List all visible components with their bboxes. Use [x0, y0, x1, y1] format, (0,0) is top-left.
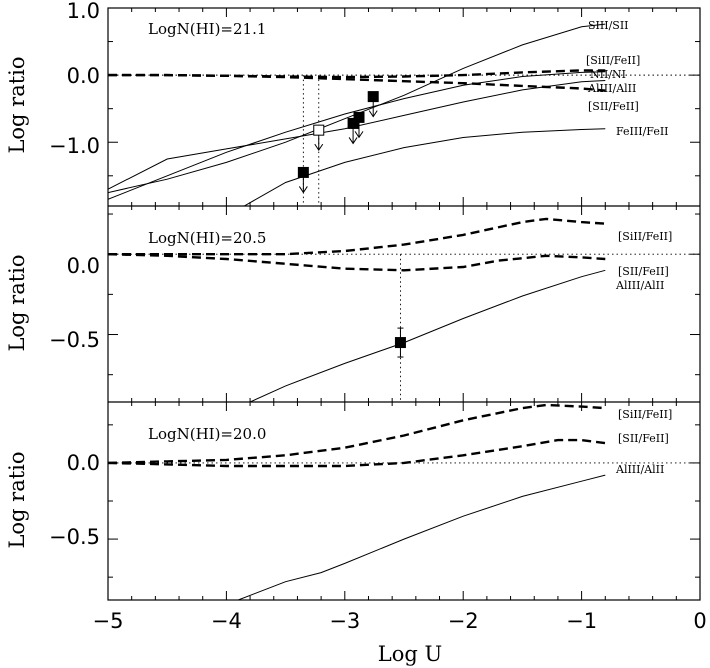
panel-2-markers	[394, 254, 406, 402]
data-point-filled	[367, 91, 379, 103]
series-line-siii-feii	[108, 403, 606, 465]
panel-2: LogN(HI)=20.5 [SiII/FeII] [SII/FeII] AlI…	[108, 217, 700, 402]
panel-1-label-siii-feii: [SiII/FeII]	[586, 54, 640, 67]
data-point-filled	[394, 337, 406, 349]
panel-1-y-axis-title: Log ratio	[5, 56, 29, 153]
data-point-filled	[353, 111, 365, 123]
panel-1-label-siii-sii: SIII/SII	[588, 19, 629, 32]
panel-1-title: LogN(HI)=21.1	[148, 20, 266, 38]
x-axis-title: Log U	[378, 642, 442, 666]
series-line-nii-ni	[108, 71, 606, 200]
upper-limit-arrow-head	[298, 186, 308, 194]
x-tick-label: −1	[566, 609, 597, 633]
panel-3-series	[108, 403, 700, 600]
x-tick-label: −4	[211, 609, 242, 633]
panel-3-title: LogN(HI)=20.0	[148, 425, 266, 443]
panel-3-label-sii-feii: [SII/FeII]	[618, 432, 669, 445]
panel-curve-group	[108, 23, 606, 206]
panel-2-y-axis-title: Log ratio	[5, 254, 29, 351]
panel-1-label-nii-ni: NII/NI	[590, 68, 626, 81]
series-line-aliii-alii	[108, 73, 606, 92]
series-line-aliii-alii	[238, 474, 606, 600]
y-tick-label: −0.5	[49, 328, 100, 352]
data-point-filled	[297, 166, 309, 178]
data-point-filled	[347, 117, 359, 129]
upper-limit-arrow-head	[368, 110, 378, 118]
y-tick-label: 0.0	[67, 64, 100, 88]
panel-1-label-aliii-alii: AlIII/AlII	[587, 82, 636, 95]
panel-1-series	[108, 23, 700, 206]
panel-3: LogN(HI)=20.0 [SiII/FeII] [SII/FeII] AlI…	[108, 403, 700, 600]
data-point-open	[313, 124, 325, 136]
series-line-sii-feii	[108, 253, 606, 272]
y-axis-tick-labels: 1.0 0.0 −1.0 0.0 −0.5 0.0 −0.5	[49, 0, 100, 549]
series-line-aliii-alii	[249, 269, 606, 402]
chart-frame	[107, 7, 701, 601]
panel-3-label-aliii-alii: AlIII/AlII	[615, 463, 664, 476]
panel-2-label-siii-feii: [SiII/FeII]	[618, 230, 672, 243]
x-tick-label: −2	[448, 609, 479, 633]
plot-border	[107, 7, 701, 601]
series-line-siii-sii	[108, 23, 606, 194]
x-tick-label: −5	[93, 609, 124, 633]
x-axis-tick-labels: −5 −4 −3 −2 −1 0	[93, 609, 707, 633]
y-tick-label: −1.0	[49, 134, 100, 158]
panel-2-series	[108, 217, 700, 402]
y-tick-label: 0.0	[67, 254, 100, 278]
series-line-siii-feii	[108, 217, 606, 256]
y-tick-label: −0.5	[49, 525, 100, 549]
panel-1-label-sii-feii: [SII/FeII]	[588, 100, 639, 113]
x-tick-label: −3	[329, 609, 360, 633]
panel-3-label-siii-feii: [SiII/FeII]	[618, 408, 672, 421]
panel-2-label-sii-feii: [SII/FeII]	[618, 265, 669, 278]
panel-3-y-axis-title: Log ratio	[5, 451, 29, 548]
upper-limit-arrow-head	[354, 131, 364, 139]
series-line-feiii-feii	[243, 128, 606, 206]
panel-1-markers	[297, 75, 379, 206]
series-line-sii-feii	[108, 80, 606, 190]
y-tick-label: 0.0	[67, 451, 100, 475]
panel-1-label-feiii-feii: FeIII/FeII	[616, 125, 669, 138]
y-tick-label: 1.0	[67, 0, 100, 23]
series-line-sii-feii	[108, 438, 606, 468]
x-tick-label: 0	[693, 609, 706, 633]
panel-2-title: LogN(HI)=20.5	[148, 229, 266, 247]
upper-limit-arrow-head	[314, 143, 324, 152]
panel-curve-group	[108, 403, 606, 600]
upper-limit-arrow-head	[348, 137, 358, 145]
panel-1: LogN(HI)=21.1 SIII/SII [SiII/FeII] NII/N…	[108, 19, 700, 206]
panel-2-label-aliii-alii: AlIII/AlII	[615, 279, 664, 292]
panel-curve-group	[108, 217, 606, 402]
